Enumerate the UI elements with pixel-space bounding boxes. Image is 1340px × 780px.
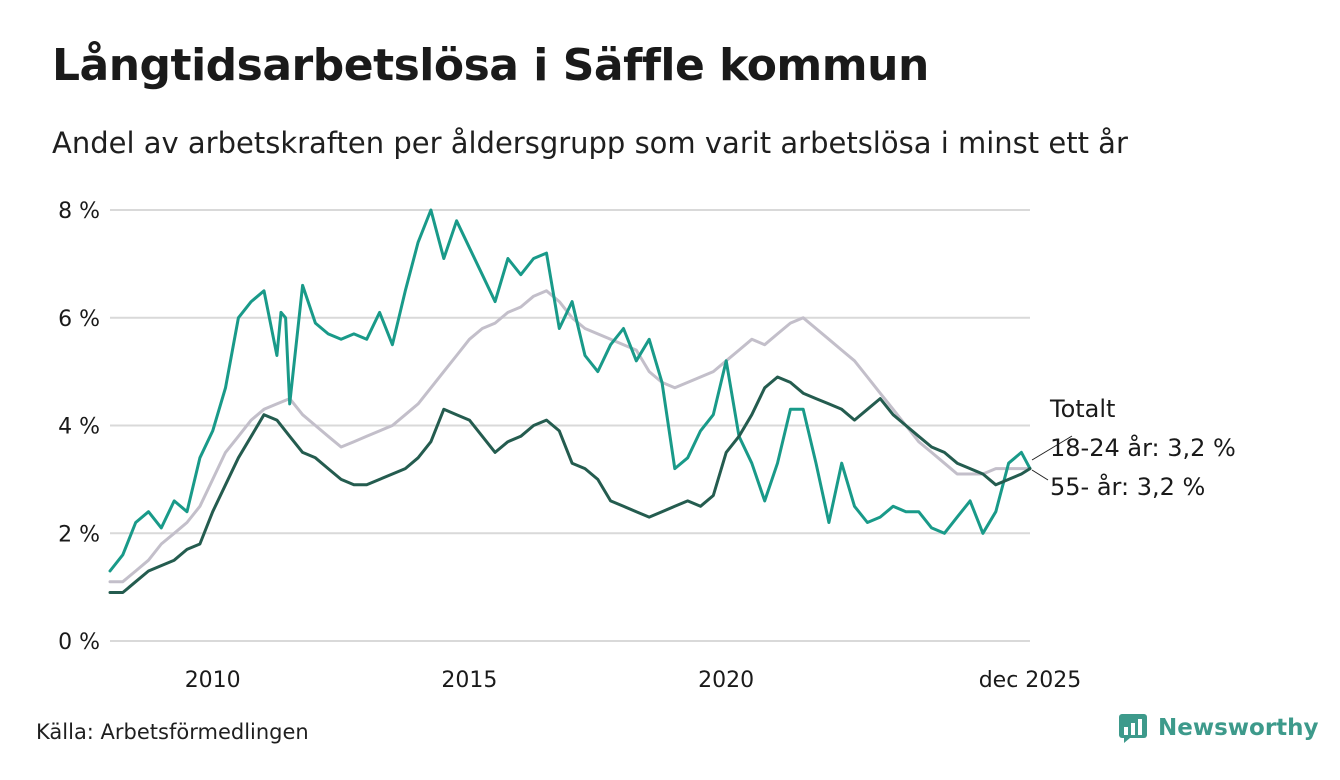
source-note: Källa: Arbetsförmedlingen [36, 720, 309, 744]
x-axis-labels: 2010 2015 2020 dec 2025 [185, 668, 1082, 693]
y-tick-label: 8 % [58, 199, 100, 224]
grid-layer [110, 209, 1030, 642]
leader-line-18-24 [1031, 435, 1073, 461]
y-axis-labels: 0 % 2 % 4 % 6 % 8 % [58, 199, 100, 655]
end-label-18-24: 18-24 år: 3,2 % [1050, 433, 1236, 462]
chart-subtitle: Andel av arbetskraften per åldersgrupp s… [52, 126, 1128, 160]
brand-logo[interactable]: Newsworthy [1118, 713, 1319, 743]
x-tick-label: dec 2025 [979, 668, 1082, 693]
series-line-age_55 [108, 375, 1032, 594]
series-line-age_18_24 [108, 208, 1032, 573]
y-tick-label: 2 % [58, 522, 100, 547]
end-label-55: 55- år: 3,2 % [1050, 472, 1205, 501]
end-label-totalt: Totalt [1049, 395, 1115, 423]
series-layer [108, 208, 1032, 594]
y-tick-label: 4 % [58, 415, 100, 440]
series-line-totalt [108, 289, 1032, 584]
x-tick-label: 2010 [185, 668, 241, 693]
brand-name: Newsworthy [1158, 715, 1319, 741]
chart-title: Långtidsarbetslösa i Säffle kommun [52, 40, 929, 91]
y-tick-label: 6 % [58, 307, 100, 332]
y-tick-label: 0 % [58, 630, 100, 655]
x-tick-label: 2015 [441, 668, 497, 693]
x-tick-label: 2020 [698, 668, 754, 693]
end-labels: Totalt 18-24 år: 3,2 % 55- år: 3,2 % [1031, 395, 1236, 501]
leader-line-55 [1031, 469, 1049, 481]
newsworthy-icon [1119, 714, 1147, 743]
